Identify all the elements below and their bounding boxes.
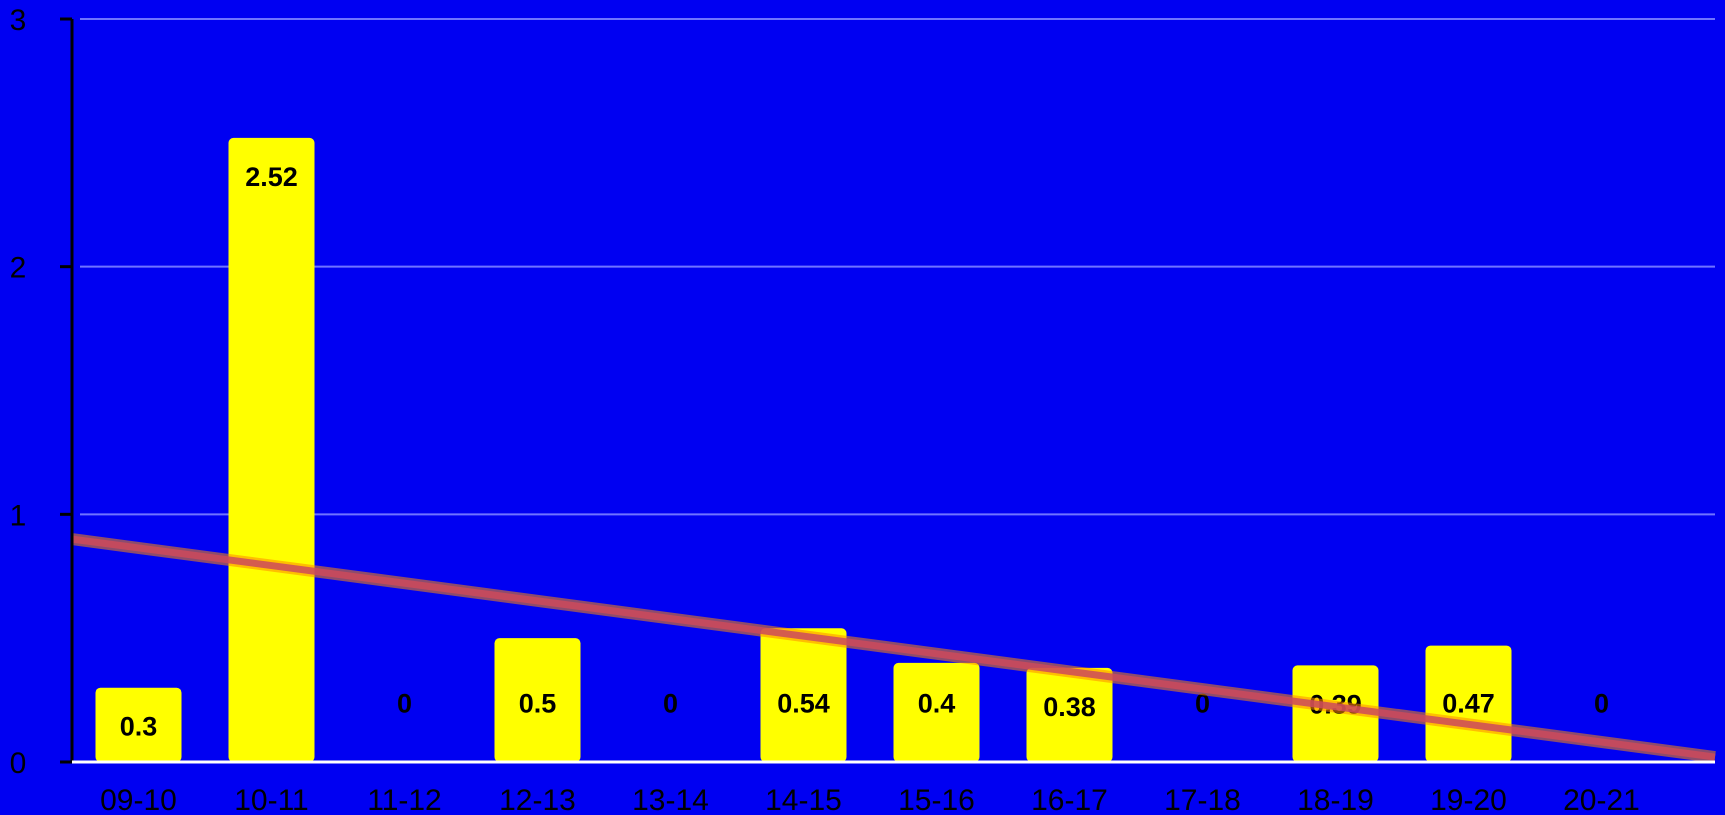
x-tick-label: 11-12: [367, 784, 442, 815]
bars: [95, 137, 1512, 762]
y-tick-label: 0: [10, 747, 27, 780]
x-tick-label: 12-13: [499, 784, 576, 815]
data-label-10-11: 2.52: [245, 162, 298, 192]
data-label-19-20: 0.47: [1442, 688, 1495, 718]
bar-16-17: [1026, 667, 1113, 762]
trendline: [71, 535, 1716, 761]
x-tick-label: 15-16: [898, 784, 975, 815]
data-label-13-14: 0: [663, 688, 678, 718]
x-tick-labels: 09-10 10-11 11-12 12-13 13-14 14-15 15-16 16-17…: [100, 784, 1640, 815]
x-tick-label: 10-11: [234, 784, 309, 815]
data-label-12-13: 0.5: [519, 688, 557, 718]
data-label-11-12: 0: [397, 688, 412, 718]
grid-lines: [80, 18, 1715, 516]
x-tick-label: 16-17: [1031, 784, 1108, 815]
data-label-20-21: 0: [1594, 688, 1609, 718]
y-tick-label: 3: [10, 4, 27, 37]
data-label-16-17: 0.38: [1043, 692, 1096, 722]
x-tick-label: 13-14: [632, 784, 709, 815]
y-tick-labels: 0 1 2 3: [10, 4, 27, 780]
bar-12-13: [494, 638, 581, 762]
x-tick-label: 09-10: [100, 784, 177, 815]
data-label-17-18: 0: [1195, 688, 1210, 718]
trendline: [71, 533, 1716, 763]
x-tick-label: 17-18: [1164, 784, 1241, 815]
x-tick-label: 14-15: [765, 784, 842, 815]
x-tick-label: 18-19: [1297, 784, 1374, 815]
x-tick-label: 19-20: [1430, 784, 1507, 815]
x-tick-label: 20-21: [1563, 784, 1640, 815]
data-label-15-16: 0.4: [918, 688, 956, 718]
bar-14-15: [760, 628, 847, 762]
axes: [60, 17, 1715, 764]
bar-09-10: [95, 687, 182, 762]
bar-10-11: [228, 137, 315, 762]
bar-15-16: [893, 662, 980, 762]
y-tick-label: 2: [10, 252, 27, 285]
data-label-09-10: 0.3: [120, 712, 158, 742]
bar-18-19: [1292, 665, 1379, 762]
y-tick-label: 1: [10, 499, 27, 532]
data-label-14-15: 0.54: [777, 688, 830, 718]
